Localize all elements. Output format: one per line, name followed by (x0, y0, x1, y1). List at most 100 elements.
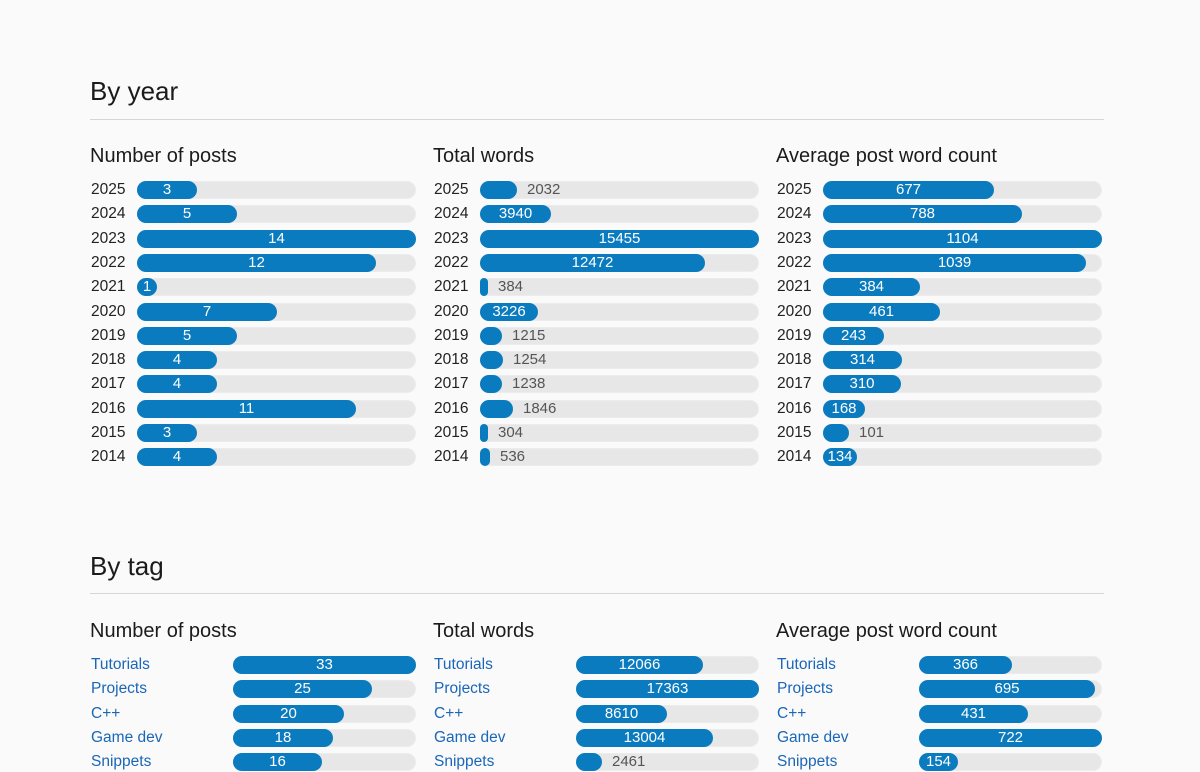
year-label: 2022 (91, 253, 126, 271)
bar-value-label: 243 (840, 326, 867, 344)
bar-value-label: 5 (182, 326, 192, 344)
bar-value-label: 7 (202, 302, 212, 320)
year-label: 2023 (91, 229, 126, 247)
tag-link[interactable]: Game dev (91, 728, 163, 746)
bar-row: 2021 384 (433, 277, 759, 297)
bar-row: Game dev 722 (776, 728, 1102, 748)
bar-value-label: 3 (162, 424, 172, 441)
year-label: 2015 (777, 424, 812, 441)
bar-value-label: 33 (316, 656, 333, 673)
section-divider (90, 593, 1104, 594)
tag-link[interactable]: C++ (91, 704, 121, 722)
bar-value-label: 1215 (512, 326, 546, 344)
bar (137, 229, 416, 248)
bar-value-label: 431 (960, 704, 987, 722)
bar (480, 424, 488, 442)
bar-value-label: 2461 (612, 753, 646, 771)
bar-value-label: 314 (849, 351, 876, 369)
bar (823, 326, 884, 345)
bar (137, 205, 237, 224)
year-label: 2020 (434, 302, 469, 320)
bar-value-label: 12472 (571, 253, 614, 271)
bar-row: Snippets 16 (90, 752, 416, 772)
bar (919, 656, 1012, 674)
bar-row: C++ 20 (90, 704, 416, 724)
year-label: 2020 (91, 302, 126, 320)
year-label: 2021 (777, 278, 812, 296)
tag-link[interactable]: Game dev (434, 728, 506, 746)
year-label: 2014 (91, 448, 126, 466)
section-divider (90, 119, 1104, 120)
bar (480, 326, 502, 345)
bar-track (137, 278, 416, 297)
tag-link[interactable]: Snippets (434, 753, 495, 771)
bar-row: 2019 1215 (433, 326, 759, 346)
year-label: 2019 (434, 326, 469, 344)
bar-value-label: 154 (925, 753, 952, 771)
bar-row: 2017 1238 (433, 374, 759, 394)
year-label: 2025 (434, 181, 469, 198)
bar (137, 375, 217, 394)
year-label: 2015 (91, 424, 126, 441)
tag-link[interactable]: Tutorials (91, 656, 150, 673)
year-label: 2016 (777, 399, 812, 417)
bar-value-label: 3940 (498, 205, 533, 223)
year-label: 2018 (434, 351, 469, 369)
bar-row: Game dev 18 (90, 728, 416, 748)
year-label: 2024 (91, 205, 126, 223)
bar-value-label: 461 (868, 302, 895, 320)
bar (480, 278, 488, 297)
year-label: 2018 (777, 351, 812, 369)
year-label: 2016 (91, 399, 126, 417)
bar-value-label: 384 (858, 278, 885, 296)
year-label: 2023 (777, 229, 812, 247)
bar-row: 2024 788 (776, 204, 1102, 224)
tag-link[interactable]: Projects (434, 680, 490, 698)
bar-row: 2022 12 (90, 253, 416, 273)
bar-row: Game dev 13004 (433, 728, 759, 748)
year-label: 2021 (434, 278, 469, 296)
bar-value-label: 304 (498, 424, 524, 441)
bar (576, 728, 713, 747)
tag-link[interactable]: Game dev (777, 728, 849, 746)
bar (919, 728, 1102, 747)
bar-row: 2020 7 (90, 302, 416, 322)
tag-link[interactable]: Tutorials (434, 656, 493, 673)
bar (233, 753, 322, 772)
bar (823, 351, 902, 370)
bar (823, 424, 849, 442)
year-label: 2016 (434, 399, 469, 417)
bar-value-label: 4 (172, 448, 182, 466)
tag-link[interactable]: Snippets (777, 753, 838, 771)
bar (823, 278, 920, 297)
chart-title: Number of posts (90, 620, 237, 642)
bar-row: 2025 677 (776, 180, 1102, 200)
bar-row: Tutorials 33 (90, 655, 416, 675)
section-title: By tag (90, 551, 164, 581)
tag-link[interactable]: Snippets (91, 753, 152, 771)
tag-link[interactable]: C++ (777, 704, 807, 722)
tag-link[interactable]: C++ (434, 704, 464, 722)
bar-value-label: 18 (274, 728, 292, 746)
bar-row: 2023 1104 (776, 229, 1102, 249)
tag-link[interactable]: Projects (91, 680, 147, 698)
section-title: By year (90, 76, 179, 106)
bar (480, 205, 551, 224)
bar-row: 2018 314 (776, 350, 1102, 370)
bar-row: 2025 3 (90, 180, 416, 200)
bar-value-label: 16 (269, 753, 286, 771)
year-label: 2024 (434, 205, 469, 223)
bar-value-label: 1 (142, 278, 152, 296)
bar-row: 2015 3 (90, 423, 416, 443)
bar-value-label: 1238 (512, 375, 546, 393)
tag-link[interactable]: Projects (777, 680, 833, 698)
bar (480, 448, 490, 467)
bar (480, 181, 517, 199)
year-label: 2021 (91, 278, 126, 296)
year-label: 2014 (434, 448, 469, 466)
bar-value-label: 12066 (618, 656, 661, 673)
tag-link[interactable]: Tutorials (777, 656, 836, 673)
bar-row: Projects 17363 (433, 679, 759, 699)
bar-row: 2016 1846 (433, 399, 759, 419)
bar-row: 2018 4 (90, 350, 416, 370)
